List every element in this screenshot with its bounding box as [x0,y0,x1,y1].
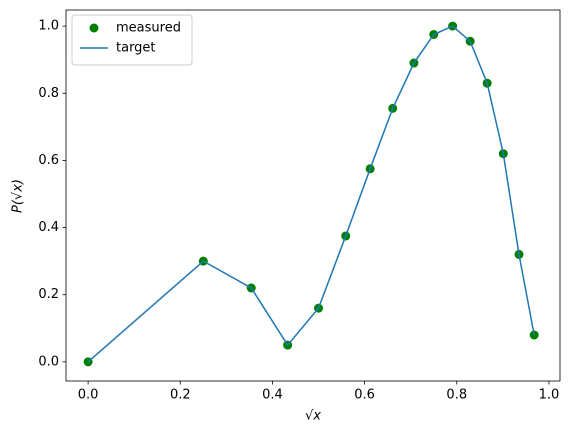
legend-label: measured [116,21,181,36]
legend-swatch [89,23,99,33]
x-tick-label: 0.8 [446,388,467,403]
y-tick-label: 0.8 [38,86,59,101]
plot-frame [65,9,561,382]
legend-label: target [116,41,156,56]
y-tick-label: 1.0 [38,19,59,34]
x-tick-label: 0.6 [354,388,375,403]
x-tick-label: 0.0 [78,388,99,403]
x-tick-label: 0.2 [170,388,191,403]
y-axis-label: P(√x) [11,179,26,213]
x-tick-label: 0.4 [262,388,283,403]
x-tick-label: 1.0 [539,388,560,403]
y-tick-label: 0.0 [38,354,59,369]
y-tick-label: 0.4 [38,220,59,235]
y-tick-label: 0.2 [38,287,59,302]
y-tick-label: 0.6 [38,153,59,168]
line [87,25,535,363]
x-axis-label: √x [305,409,321,424]
legend-box [71,14,193,66]
